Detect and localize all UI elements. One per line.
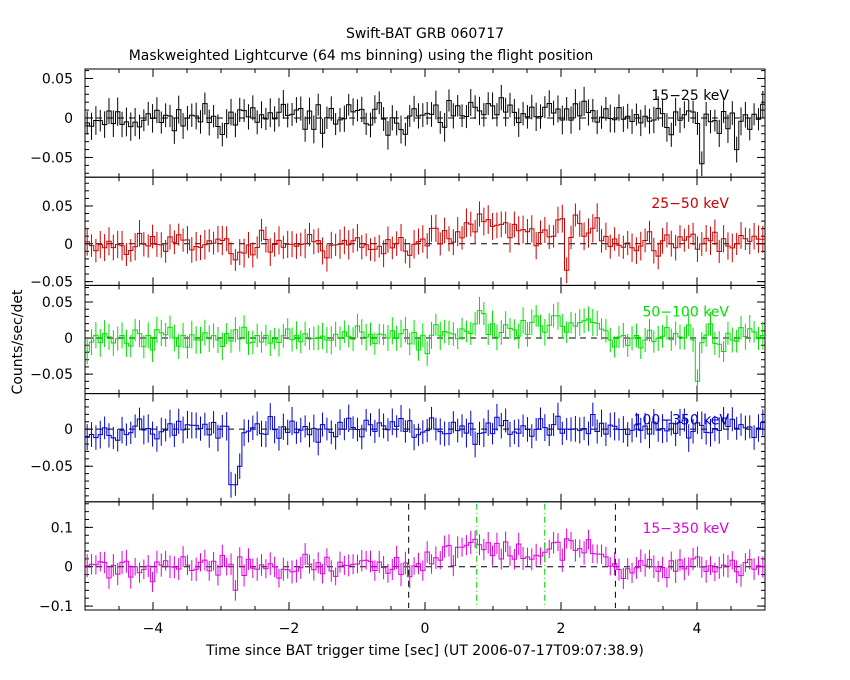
panel-1: −0.05 0 0.05 25−50 keV	[30, 176, 766, 291]
y-tick-label: 0.05	[42, 295, 73, 311]
y-tick-label: −0.05	[30, 367, 73, 383]
band-label: 50−100 keV	[642, 304, 729, 320]
y-tick-label: 0	[64, 422, 73, 438]
band-label: 100−350 keV	[634, 413, 730, 429]
y-tick-label: −0.05	[30, 150, 73, 166]
series-line	[85, 538, 765, 591]
y-tick-label: 0	[64, 331, 73, 347]
y-axis-label: Counts/sec/det	[10, 289, 26, 394]
chart-title: Swift-BAT GRB 060717	[346, 26, 504, 42]
series-line	[85, 414, 765, 486]
panel-2: −0.05 0 0.05 50−100 keV	[30, 284, 766, 395]
x-tick-label: 0	[421, 621, 430, 637]
y-tick-label: −0.05	[30, 275, 73, 291]
chart-subtitle: Maskweighted Lightcurve (64 ms binning) …	[129, 48, 594, 64]
y-tick-label: −0.05	[30, 459, 73, 475]
x-axis-label: Time since BAT trigger time [sec] (UT 20…	[205, 643, 644, 659]
series-line	[85, 310, 765, 382]
series-line	[85, 97, 765, 165]
band-label: 15−350 keV	[642, 521, 729, 537]
y-tick-label: 0.05	[42, 71, 73, 87]
y-tick-label: 0	[64, 560, 73, 576]
panel-3: −0.05 0 100−350 keV	[30, 393, 766, 503]
x-tick-label: −2	[279, 621, 300, 637]
y-tick-label: 0.05	[42, 199, 73, 215]
series-line	[85, 213, 765, 271]
y-tick-label: 0.1	[51, 520, 73, 536]
panel-4: −0.1 0 0.1 15−350 keV −4 −2 0 2 4	[39, 501, 766, 637]
x-tick-label: 2	[557, 621, 566, 637]
x-tick-label: −4	[143, 621, 164, 637]
panel-frame	[84, 393, 766, 503]
y-tick-label: 0	[64, 111, 73, 127]
band-label: 15−25 keV	[651, 88, 729, 104]
y-tick-label: −0.1	[39, 599, 73, 615]
x-tick-label: 4	[693, 621, 702, 637]
panel-0: −0.05 0 0.05 15−25 keV	[30, 68, 766, 178]
y-tick-label: 0	[64, 237, 73, 253]
band-label: 25−50 keV	[651, 196, 729, 212]
